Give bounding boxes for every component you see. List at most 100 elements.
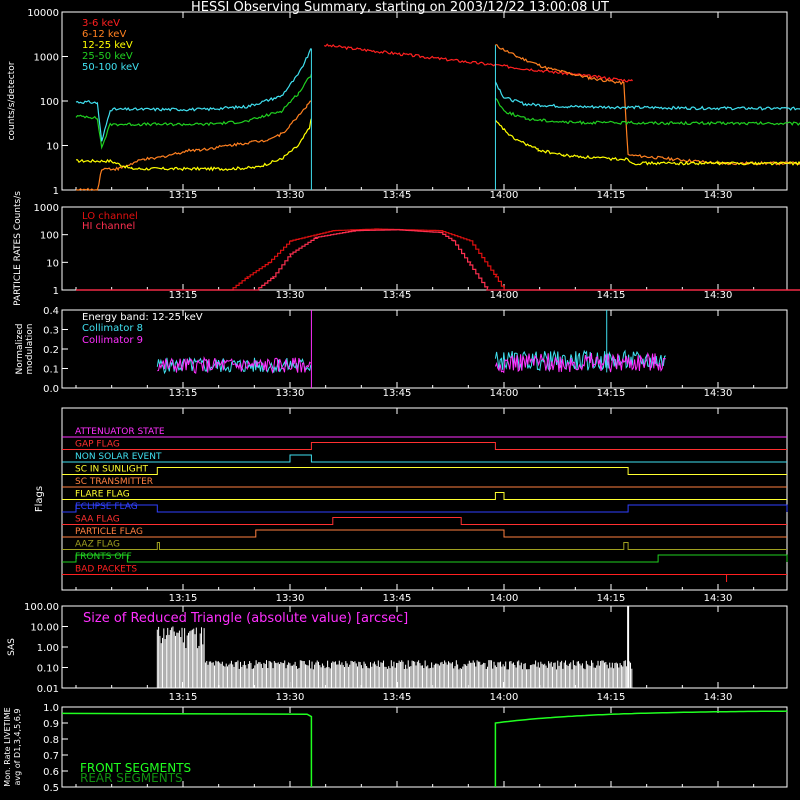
panel-frame-1 — [61, 206, 788, 291]
y-axis-label: SAS — [7, 638, 17, 656]
y-axis-label-text: Flags — [34, 486, 45, 512]
legend-entry: Collimator 8 — [82, 323, 143, 334]
y-axis-label-text: Mon. Rate LIVETIME — [3, 707, 12, 786]
time-tick-label: 13:45 — [383, 190, 412, 201]
legend-entry: 25-50 keV — [82, 51, 133, 62]
flag-label: ECLIPSE FLAG — [75, 502, 138, 512]
y-tick-label: 0.01 — [37, 684, 59, 695]
y-axis-label: Flags — [34, 486, 45, 512]
time-tick-label: 14:00 — [490, 388, 519, 399]
flag-label: BAD PACKETS — [75, 565, 137, 575]
flag-label: FLARE FLAG — [75, 490, 130, 500]
y-tick-label: 0.8 — [43, 735, 59, 746]
y-tick-label: 10000 — [27, 8, 59, 19]
flag-label: NON SOLAR EVENT — [75, 452, 162, 462]
y-tick-label: 0.3 — [43, 326, 59, 337]
time-tick-label: 13:30 — [276, 388, 305, 399]
time-tick-label: 14:00 — [490, 290, 519, 301]
series-line-50-100-keV — [75, 48, 312, 142]
y-tick-label: 0.7 — [43, 751, 59, 762]
time-tick-label: 13:45 — [383, 593, 412, 604]
flag-label: SC IN SUNLIGHT — [75, 465, 149, 475]
flag-line — [62, 442, 787, 450]
time-tick-label: 14:15 — [597, 593, 626, 604]
time-tick-label: 14:30 — [704, 593, 733, 604]
time-tick-label: 13:30 — [276, 190, 305, 201]
time-tick-label: 13:15 — [169, 692, 198, 703]
time-tick-label: 14:00 — [490, 190, 519, 201]
time-tick-label: 13:45 — [383, 290, 412, 301]
series-line-12-25-keV — [494, 119, 800, 166]
time-tick-label: 14:30 — [704, 388, 733, 399]
flag-line — [62, 504, 788, 513]
y-axis-label-text: Normalized — [15, 323, 25, 374]
flag-label: SC TRANSMITTER — [75, 477, 153, 487]
y-axis-label-text: modulation — [25, 324, 35, 375]
flag-line — [62, 542, 787, 550]
time-tick-label: 14:00 — [490, 593, 519, 604]
flag-line — [62, 454, 787, 463]
flag-label: GAP FLAG — [75, 440, 120, 450]
y-tick-label: 10 — [46, 258, 59, 269]
legend-entry: 3-6 keV — [82, 18, 120, 29]
legend-entry: REAR SEGMENTS — [80, 771, 183, 785]
sas-annotation: Size of Reduced Triangle (absolute value… — [83, 611, 408, 626]
flag-line — [62, 467, 787, 475]
legend-entry: LO channel — [82, 211, 138, 222]
time-tick-label: 13:30 — [276, 593, 305, 604]
y-tick-label: 1000 — [34, 203, 59, 214]
collimator-9-line — [157, 355, 312, 375]
time-tick-label: 14:15 — [597, 388, 626, 399]
time-tick-label: 13:45 — [383, 388, 412, 399]
legend-entry: FRONT SEGMENTS — [80, 761, 191, 775]
y-axis-label: PARTICLE RATES Counts/s — [13, 191, 23, 306]
series-line-HI-channel — [76, 229, 800, 291]
legend-entry: 6-12 keV — [82, 29, 126, 40]
flag-line — [62, 529, 787, 538]
time-tick-label: 13:30 — [276, 290, 305, 301]
y-tick-label: 1 — [53, 286, 59, 297]
y-axis-label: Mon. Rate LIVETIME avg of D1,3,4,5,6,9 — [3, 707, 22, 786]
series-line-LO-channel — [76, 228, 800, 291]
y-axis-label: counts/s/detector — [7, 61, 17, 140]
panel-frame-5 — [61, 706, 788, 788]
y-tick-label: 0.10 — [37, 664, 59, 675]
time-tick-label: 13:15 — [169, 290, 198, 301]
legend-entry: Energy band: 12-25 keV — [82, 312, 203, 323]
series-line-12-25-keV — [76, 118, 312, 172]
time-tick-label: 13:15 — [169, 388, 198, 399]
flag-line — [62, 554, 788, 563]
front-segments-line — [494, 710, 788, 787]
time-tick-label: 14:30 — [704, 190, 733, 201]
y-tick-label: 0.9 — [43, 719, 59, 730]
y-tick-label: 1000 — [34, 53, 59, 64]
y-tick-label: 10.00 — [30, 623, 59, 634]
flag-label: AAZ FLAG — [75, 540, 120, 550]
flag-line — [62, 517, 787, 525]
series-line-6-12-keV — [75, 100, 312, 191]
flag-label: ATTENUATOR STATE — [75, 427, 165, 437]
y-axis-label-text: counts/s/detector — [7, 61, 17, 140]
y-tick-label: 100 — [40, 97, 59, 108]
y-tick-label: 1 — [53, 186, 59, 197]
y-tick-label: 0.4 — [43, 306, 59, 317]
panel-frame-0 — [61, 11, 788, 191]
front-segments-line — [61, 712, 313, 787]
y-axis-label-text: PARTICLE RATES Counts/s — [13, 191, 23, 306]
legend-entry: Collimator 9 — [82, 335, 143, 346]
y-tick-label: 0.0 — [43, 384, 59, 395]
legend-entry: 12-25 keV — [82, 40, 133, 51]
series-line-3-6-keV — [323, 43, 633, 83]
y-tick-label: 0.6 — [43, 767, 59, 778]
y-axis-label-text: SAS — [7, 638, 17, 656]
time-tick-label: 13:45 — [383, 692, 412, 703]
series-line-25-50-keV — [75, 74, 312, 150]
series-line-25-50-keV — [495, 97, 800, 126]
legend-entry: 50-100 keV — [82, 62, 139, 73]
time-tick-label: 14:15 — [597, 290, 626, 301]
y-tick-label: 1.00 — [37, 643, 59, 654]
flag-label: SAA FLAG — [75, 515, 120, 525]
chart-title: HESSI Observing Summary, starting on 200… — [191, 0, 609, 15]
series-line-6-12-keV — [495, 44, 800, 166]
